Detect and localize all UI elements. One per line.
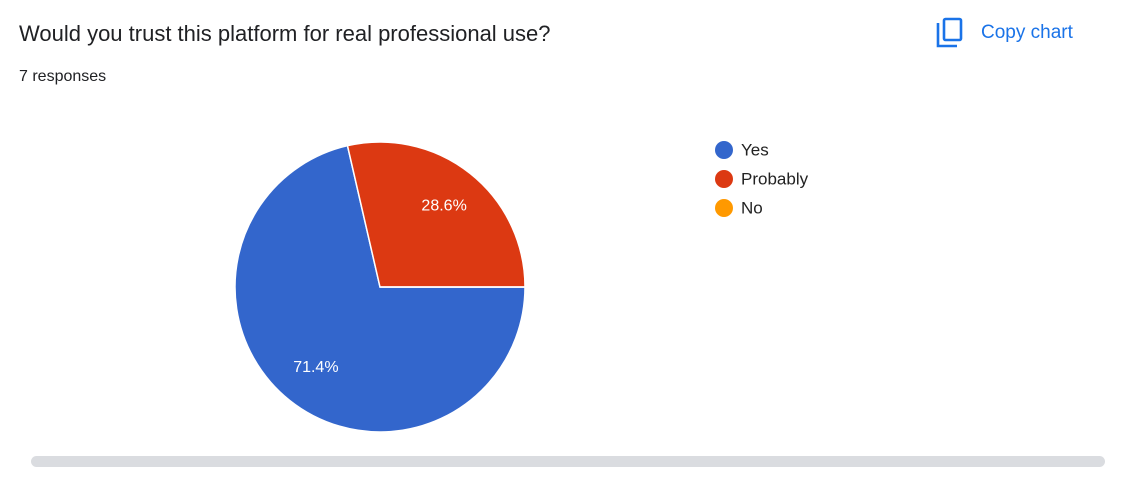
slice-label: 71.4% xyxy=(293,359,338,376)
legend-swatch xyxy=(715,199,733,217)
copy-chart-button[interactable]: Copy chart xyxy=(936,17,1074,48)
pie-slice xyxy=(346,141,526,288)
copy-chart-label[interactable]: Copy chart xyxy=(981,22,1074,43)
legend-label: No xyxy=(741,198,763,217)
legend-swatch xyxy=(715,170,733,188)
legend-swatch xyxy=(715,141,733,159)
chart-subtitle: 7 responses xyxy=(19,68,106,85)
legend-label: Probably xyxy=(741,169,809,188)
chart-title: Would you trust this platform for real p… xyxy=(19,21,551,46)
legend-label: Yes xyxy=(741,140,769,159)
scrollbar[interactable] xyxy=(31,456,1105,467)
copy-icon xyxy=(936,17,963,48)
slice-label: 28.6% xyxy=(421,198,466,215)
pie-slice xyxy=(234,144,526,433)
